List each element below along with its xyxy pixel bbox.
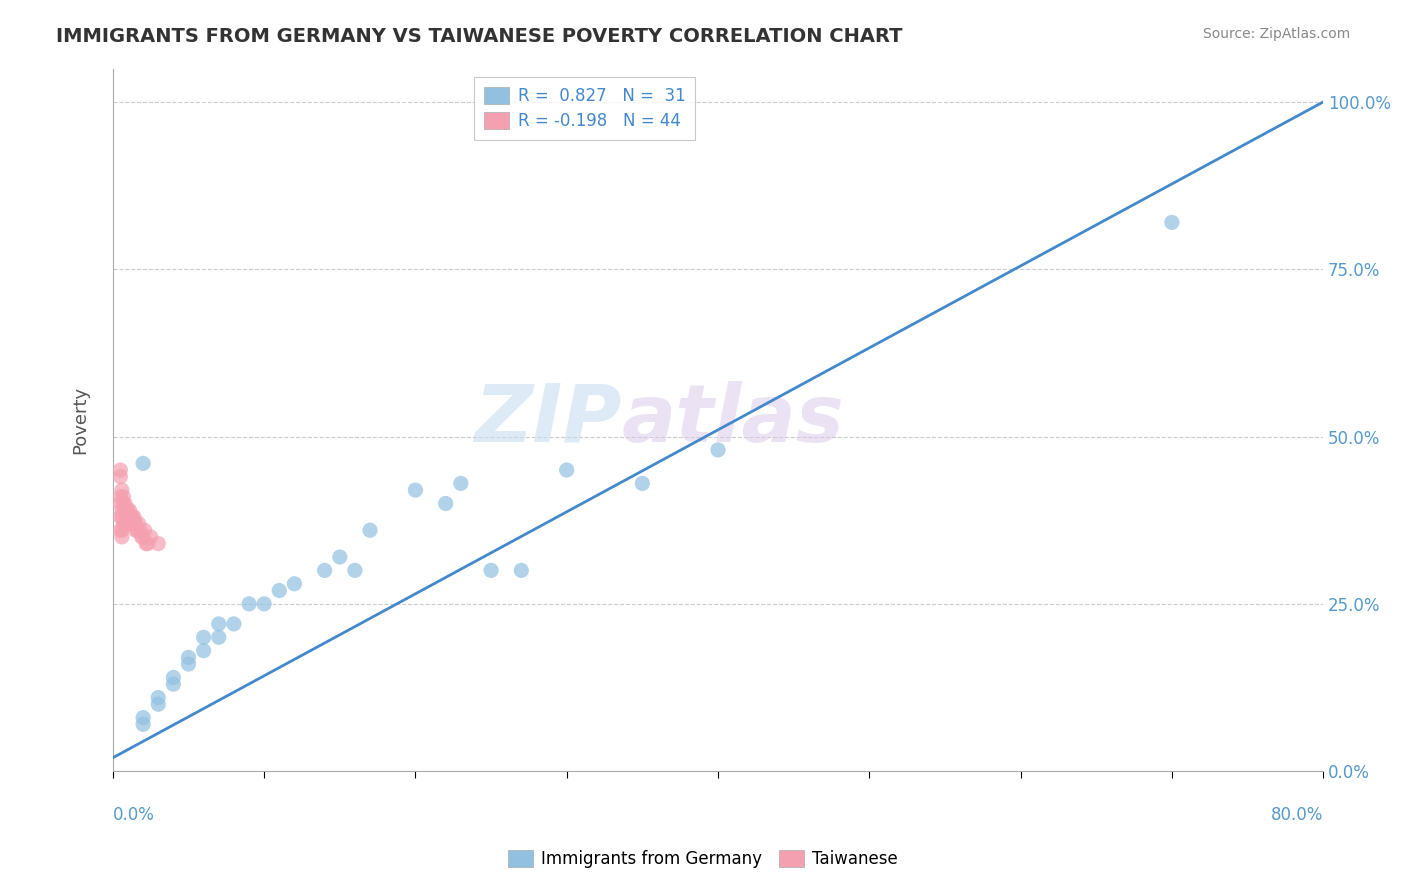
- Y-axis label: Poverty: Poverty: [72, 385, 89, 454]
- Point: [110, 509, 132, 524]
- Point: [359, 523, 381, 537]
- Point: [115, 503, 138, 517]
- Point: [118, 516, 141, 531]
- Point: [114, 509, 136, 524]
- Point: [131, 530, 153, 544]
- Point: [139, 530, 162, 544]
- Point: [132, 530, 155, 544]
- Point: [112, 516, 135, 531]
- Text: 0.0%: 0.0%: [112, 806, 155, 824]
- Point: [283, 576, 305, 591]
- Point: [148, 536, 170, 550]
- Point: [120, 516, 142, 531]
- Text: Source: ZipAtlas.com: Source: ZipAtlas.com: [1202, 27, 1350, 41]
- Point: [117, 503, 139, 517]
- Point: [111, 523, 134, 537]
- Point: [343, 563, 366, 577]
- Point: [112, 496, 135, 510]
- Point: [111, 483, 134, 497]
- Legend: Immigrants from Germany, Taiwanese: Immigrants from Germany, Taiwanese: [502, 843, 904, 875]
- Point: [1160, 215, 1182, 229]
- Point: [112, 490, 135, 504]
- Point: [222, 616, 245, 631]
- Point: [135, 536, 157, 550]
- Point: [110, 496, 132, 510]
- Legend: R =  0.827   N =  31, R = -0.198   N = 44: R = 0.827 N = 31, R = -0.198 N = 44: [474, 77, 696, 140]
- Point: [434, 496, 457, 510]
- Point: [314, 563, 336, 577]
- Point: [193, 630, 215, 644]
- Point: [120, 509, 142, 524]
- Point: [110, 463, 132, 477]
- Point: [117, 509, 139, 524]
- Point: [450, 476, 472, 491]
- Text: ZIP: ZIP: [474, 381, 621, 458]
- Point: [134, 523, 156, 537]
- Text: IMMIGRANTS FROM GERMANY VS TAIWANESE POVERTY CORRELATION CHART: IMMIGRANTS FROM GERMANY VS TAIWANESE POV…: [56, 27, 903, 45]
- Point: [118, 509, 141, 524]
- Point: [132, 717, 155, 731]
- Point: [148, 697, 170, 711]
- Point: [110, 490, 132, 504]
- Point: [162, 677, 184, 691]
- Point: [253, 597, 276, 611]
- Point: [132, 456, 155, 470]
- Point: [510, 563, 533, 577]
- Point: [404, 483, 426, 497]
- Point: [162, 670, 184, 684]
- Point: [122, 516, 145, 531]
- Point: [148, 690, 170, 705]
- Point: [269, 583, 291, 598]
- Point: [555, 463, 578, 477]
- Point: [128, 516, 150, 531]
- Point: [111, 509, 134, 524]
- Point: [208, 630, 231, 644]
- Point: [238, 597, 260, 611]
- Point: [114, 496, 136, 510]
- Point: [114, 503, 136, 517]
- Point: [177, 657, 200, 671]
- Point: [124, 523, 146, 537]
- Point: [132, 710, 155, 724]
- Text: 80.0%: 80.0%: [1271, 806, 1323, 824]
- Point: [136, 536, 159, 550]
- Point: [111, 530, 134, 544]
- Point: [115, 509, 138, 524]
- Point: [110, 469, 132, 483]
- Point: [479, 563, 502, 577]
- Point: [193, 643, 215, 657]
- Point: [707, 442, 730, 457]
- Point: [125, 523, 148, 537]
- Point: [208, 616, 231, 631]
- Point: [121, 516, 143, 531]
- Point: [117, 509, 139, 524]
- Text: atlas: atlas: [621, 381, 844, 458]
- Point: [129, 523, 152, 537]
- Point: [177, 650, 200, 665]
- Point: [631, 476, 654, 491]
- Point: [124, 516, 146, 531]
- Point: [118, 503, 141, 517]
- Point: [329, 549, 352, 564]
- Point: [121, 509, 143, 524]
- Point: [122, 509, 145, 524]
- Point: [110, 523, 132, 537]
- Point: [115, 516, 138, 531]
- Point: [111, 503, 134, 517]
